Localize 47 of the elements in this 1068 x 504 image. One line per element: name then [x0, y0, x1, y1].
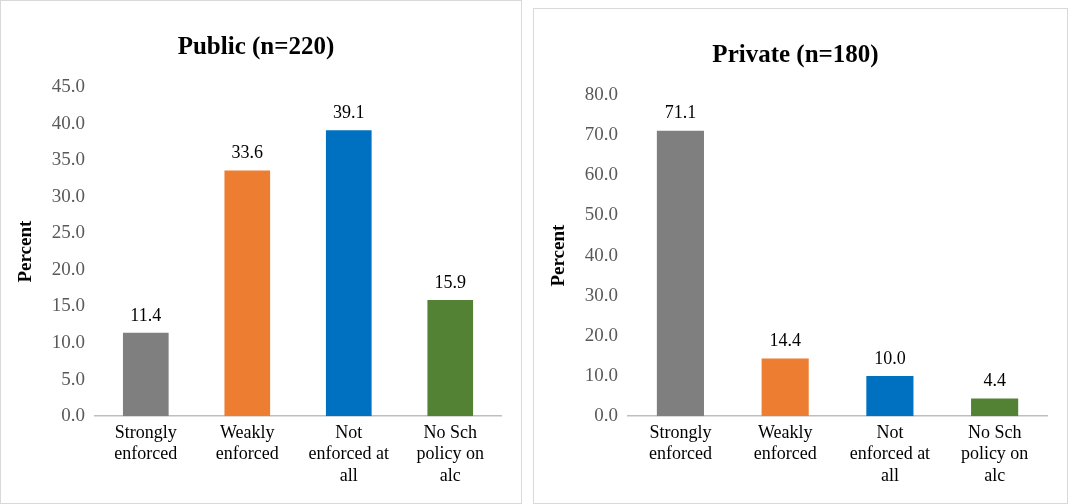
bar [122, 332, 169, 417]
y-tick-label: 30.0 [51, 184, 86, 206]
data-label: 10.0 [874, 347, 906, 368]
data-label: 14.4 [769, 330, 801, 351]
data-label: 39.1 [333, 101, 365, 122]
x-tick-label: Strongly enforced [648, 421, 712, 464]
y-tick-label: 10.0 [51, 331, 86, 353]
chart-title: Private (n=180) [712, 40, 879, 69]
y-axis-title: Percent [14, 219, 36, 283]
data-label: 33.6 [231, 142, 264, 163]
y-tick-label: 45.0 [51, 74, 86, 96]
y-tick-label: 10.0 [584, 364, 619, 386]
y-tick-label: 80.0 [584, 82, 619, 104]
data-label: 71.1 [664, 102, 697, 123]
bar [325, 130, 372, 417]
y-tick-label: 70.0 [584, 123, 619, 145]
x-tick-label: No Sch policy on alc [960, 421, 1029, 485]
bar [971, 398, 1019, 417]
data-label: 11.4 [130, 304, 162, 325]
bar [656, 130, 704, 417]
x-tick-label: Not enforced at all [849, 421, 931, 485]
x-tick-label: Weakly enforced [215, 421, 279, 464]
y-tick-label: 60.0 [584, 163, 619, 185]
y-tick-label: 30.0 [584, 283, 619, 305]
y-tick-label: 20.0 [51, 257, 86, 279]
y-tick-label: 40.0 [51, 111, 86, 133]
bar [224, 170, 271, 417]
y-tick-label: 0.0 [594, 404, 619, 426]
y-axis-title: Percent [547, 223, 569, 287]
chart-title: Public (n=220) [177, 32, 335, 61]
y-tick-label: 15.0 [51, 294, 86, 316]
bar [866, 376, 914, 417]
bar [761, 358, 809, 417]
y-tick-label: 0.0 [61, 404, 86, 426]
y-tick-label: 20.0 [584, 323, 619, 345]
y-tick-label: 5.0 [61, 367, 86, 389]
data-label: 4.4 [983, 370, 1006, 391]
y-tick-label: 25.0 [51, 221, 86, 243]
x-tick-label: Strongly enforced [114, 421, 178, 464]
data-label: 15.9 [434, 271, 467, 292]
bar [427, 299, 474, 417]
x-tick-label: No Sch policy on alc [416, 421, 485, 485]
x-tick-label: Not enforced at all [308, 421, 389, 485]
y-tick-label: 35.0 [51, 148, 86, 170]
y-tick-label: 50.0 [584, 203, 619, 225]
y-tick-label: 40.0 [584, 243, 619, 265]
x-tick-label: Weakly enforced [753, 421, 817, 464]
